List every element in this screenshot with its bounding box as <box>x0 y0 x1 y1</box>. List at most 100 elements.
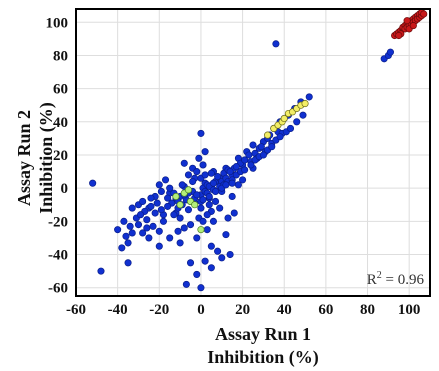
data-point <box>241 166 249 174</box>
x-tick-label: 80 <box>360 302 375 318</box>
data-point <box>197 284 205 292</box>
data-point <box>249 141 257 149</box>
data-point <box>386 48 394 56</box>
data-point <box>143 216 151 224</box>
x-axis-title-line-2: Inhibition (%) <box>207 347 319 368</box>
data-point <box>259 151 267 159</box>
data-point <box>214 173 222 181</box>
data-point <box>228 192 236 201</box>
data-point <box>159 217 168 225</box>
x-tick-label: 20 <box>235 302 250 318</box>
data-point <box>203 226 211 234</box>
data-point <box>124 259 132 267</box>
data-point <box>97 267 105 275</box>
data-point <box>239 176 247 184</box>
data-point <box>184 206 192 214</box>
data-point <box>395 31 403 40</box>
data-point <box>128 229 136 237</box>
y-axis-title-line-1: Assay Run 2 <box>14 110 34 206</box>
data-point <box>230 209 238 217</box>
data-point <box>203 211 211 219</box>
r-squared-symbol: R <box>367 272 377 288</box>
data-point <box>153 199 161 207</box>
data-point <box>264 131 272 139</box>
data-point <box>166 184 174 192</box>
data-point <box>280 114 288 123</box>
data-point <box>184 171 192 179</box>
data-point <box>182 280 190 288</box>
data-point <box>409 22 417 30</box>
data-point <box>214 247 222 255</box>
data-point <box>143 224 151 232</box>
data-point <box>403 17 411 25</box>
data-point <box>199 217 207 225</box>
data-point <box>195 154 203 162</box>
data-point <box>161 176 170 184</box>
data-point <box>176 239 184 247</box>
r-squared-annotation: R2 = 0.96 <box>367 270 425 288</box>
data-point <box>301 100 309 108</box>
x-axis-title-line-1: Assay Run 1 <box>215 324 311 344</box>
data-point <box>272 40 280 48</box>
plot-frame <box>75 8 431 297</box>
data-point <box>224 214 232 222</box>
data-point <box>124 239 132 247</box>
data-point <box>139 197 147 205</box>
data-point <box>205 192 213 201</box>
data-point <box>286 124 295 132</box>
data-point <box>193 234 201 242</box>
data-point <box>164 194 172 202</box>
data-point <box>114 226 122 234</box>
data-point <box>180 224 188 232</box>
data-point <box>149 222 157 230</box>
data-point <box>151 209 159 217</box>
data-point <box>232 163 240 171</box>
data-point <box>209 217 217 225</box>
data-point <box>118 244 126 252</box>
data-point <box>268 143 276 151</box>
data-point <box>197 204 205 212</box>
data-point <box>207 264 215 272</box>
data-point <box>197 129 205 137</box>
data-point <box>174 227 182 235</box>
data-point <box>293 118 301 126</box>
data-points <box>89 8 428 292</box>
data-point <box>222 231 230 239</box>
y-tick-label: -20 <box>48 214 68 230</box>
data-point <box>176 201 184 209</box>
data-point <box>126 222 134 230</box>
data-point <box>276 133 284 141</box>
data-point <box>211 197 220 205</box>
data-point <box>186 221 195 229</box>
data-point <box>147 202 155 210</box>
data-point <box>155 242 163 250</box>
data-point <box>139 229 147 237</box>
y-tick-label: 0 <box>61 181 69 197</box>
data-point <box>186 259 195 267</box>
x-tick-label: -40 <box>108 302 128 318</box>
y-tick-label: -40 <box>48 248 68 264</box>
y-tick-label: -60 <box>48 281 68 297</box>
data-point <box>216 204 224 212</box>
data-point <box>191 201 199 209</box>
data-point <box>228 179 236 187</box>
data-point <box>201 171 209 179</box>
data-point <box>145 234 153 242</box>
data-point <box>199 196 207 204</box>
data-point <box>201 257 209 265</box>
data-point <box>189 177 197 186</box>
data-point <box>226 168 234 176</box>
data-point <box>226 250 234 259</box>
data-point <box>305 93 313 101</box>
data-point <box>166 234 174 242</box>
data-point <box>134 221 143 229</box>
data-point <box>247 161 255 169</box>
data-point <box>193 191 201 199</box>
data-point <box>245 151 253 159</box>
x-tick-label: 40 <box>277 302 292 318</box>
data-point <box>122 232 130 240</box>
data-point <box>207 169 215 177</box>
x-tick-label: 100 <box>398 302 421 318</box>
x-tick-label: -60 <box>66 302 86 318</box>
